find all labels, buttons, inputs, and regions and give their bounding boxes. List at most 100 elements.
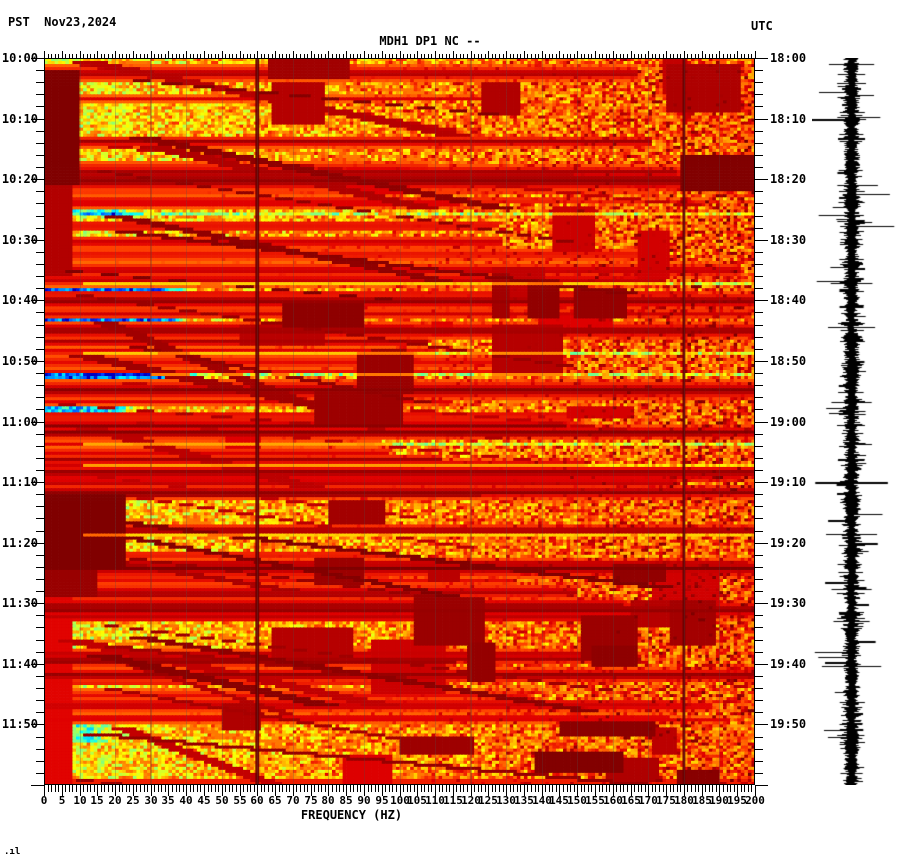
y-axis-tick-right bbox=[755, 543, 768, 544]
x-axis-tick-top bbox=[58, 54, 59, 58]
y-axis-tick-right bbox=[755, 627, 763, 628]
x-axis-tick-top bbox=[488, 51, 489, 58]
y-axis-tick-right bbox=[755, 240, 768, 241]
x-axis-tick-top bbox=[659, 54, 660, 58]
x-axis-tick-top bbox=[581, 54, 582, 58]
x-axis-tick-top bbox=[94, 54, 95, 58]
x-axis-label: 195 bbox=[727, 794, 747, 807]
x-axis-tick-top bbox=[510, 54, 511, 58]
x-axis-tick-top bbox=[254, 54, 255, 58]
y-axis-label-utc: 19:20 bbox=[770, 536, 807, 550]
x-axis-tick-top bbox=[122, 54, 123, 58]
y-axis-tick-right bbox=[755, 761, 763, 762]
y-axis-tick-left bbox=[36, 155, 44, 156]
x-axis-label: 0 bbox=[40, 794, 48, 807]
y-axis-tick-left bbox=[36, 712, 44, 713]
x-axis-tick bbox=[623, 785, 624, 792]
y-axis-tick-left bbox=[36, 579, 44, 580]
y-axis-label-utc: 19:50 bbox=[770, 717, 807, 731]
x-axis-tick-top bbox=[90, 54, 91, 58]
x-axis-tick bbox=[463, 785, 464, 792]
x-axis-tick bbox=[627, 785, 628, 792]
y-axis-tick-left bbox=[31, 300, 44, 301]
x-axis-tick bbox=[567, 785, 568, 792]
y-axis-tick-right bbox=[755, 470, 763, 471]
x-axis-tick bbox=[296, 785, 297, 792]
x-axis-tick bbox=[456, 785, 457, 792]
x-axis-tick-top bbox=[652, 54, 653, 58]
x-axis-tick-top bbox=[410, 54, 411, 58]
x-axis-tick-top bbox=[176, 54, 177, 58]
x-axis-tick-top bbox=[744, 54, 745, 58]
x-axis-tick bbox=[524, 785, 525, 796]
seismogram-trace[interactable] bbox=[812, 58, 898, 785]
x-axis-tick bbox=[172, 785, 173, 792]
y-axis-tick-left bbox=[31, 785, 44, 786]
x-axis-tick bbox=[289, 785, 290, 792]
x-axis-label: 55 bbox=[233, 794, 247, 807]
y-axis-tick-right bbox=[755, 119, 768, 120]
y-axis-tick-right bbox=[755, 724, 768, 725]
x-axis-tick-top bbox=[304, 54, 305, 58]
x-axis-tick bbox=[602, 785, 603, 792]
x-axis-tick bbox=[168, 785, 169, 796]
x-axis-tick bbox=[712, 785, 713, 792]
x-axis-tick bbox=[595, 785, 596, 796]
x-axis-tick-top bbox=[712, 54, 713, 58]
y-axis-tick-right bbox=[755, 640, 763, 641]
x-axis-tick-top bbox=[439, 54, 440, 58]
x-axis-tick-top bbox=[574, 54, 575, 58]
x-axis-tick bbox=[471, 785, 472, 796]
seismogram-canvas[interactable] bbox=[812, 58, 898, 785]
y-axis-tick-right bbox=[755, 155, 763, 156]
x-axis-tick-top bbox=[144, 54, 145, 58]
y-axis-tick-left bbox=[36, 749, 44, 750]
x-axis-label: 30 bbox=[144, 794, 158, 807]
x-axis-tick bbox=[424, 785, 425, 792]
x-axis-tick-top bbox=[104, 54, 105, 58]
x-axis-tick-top bbox=[751, 54, 752, 58]
x-axis-tick bbox=[147, 785, 148, 792]
x-axis-tick bbox=[48, 785, 49, 792]
x-axis-tick-top bbox=[755, 51, 756, 58]
y-axis-tick-left bbox=[36, 737, 44, 738]
x-axis-tick bbox=[527, 785, 528, 792]
x-axis-tick-top bbox=[524, 51, 525, 58]
x-axis-tick-top bbox=[318, 54, 319, 58]
x-axis-tick-top bbox=[474, 54, 475, 58]
x-axis-tick-top bbox=[460, 54, 461, 58]
x-axis-tick bbox=[744, 785, 745, 792]
spectrogram-image[interactable] bbox=[44, 58, 755, 785]
x-axis-tick bbox=[446, 785, 447, 792]
y-axis-tick-right bbox=[755, 228, 763, 229]
x-axis-tick bbox=[165, 785, 166, 792]
x-axis-tick-top bbox=[218, 54, 219, 58]
x-axis-tick-top bbox=[400, 51, 401, 58]
y-axis-tick-right bbox=[755, 773, 763, 774]
y-axis-tick-right bbox=[755, 482, 768, 483]
spectrogram-canvas[interactable] bbox=[44, 58, 755, 785]
x-axis-tick-top bbox=[257, 51, 258, 58]
x-axis-tick bbox=[193, 785, 194, 792]
x-axis-tick-top bbox=[112, 54, 113, 58]
x-axis-tick-top bbox=[115, 51, 116, 58]
x-axis-tick bbox=[673, 785, 674, 792]
x-axis-tick bbox=[574, 785, 575, 792]
x-axis-tick bbox=[76, 785, 77, 792]
x-axis-tick-top bbox=[240, 51, 241, 58]
x-axis-tick-top bbox=[645, 54, 646, 58]
x-axis-label: 125 bbox=[478, 794, 498, 807]
x-axis-tick bbox=[449, 785, 450, 792]
x-axis-tick bbox=[517, 785, 518, 792]
spectrogram-plot[interactable]: 0 5 10 15 20 25 30 35 40 45 50 55 60 65 70 75 80 85 90 95 10… bbox=[2, 51, 806, 807]
y-axis-tick-right bbox=[755, 700, 763, 701]
x-axis-tick bbox=[542, 785, 543, 796]
x-axis-tick-top bbox=[631, 51, 632, 58]
x-axis-tick-top bbox=[481, 54, 482, 58]
x-axis-tick bbox=[190, 785, 191, 792]
y-axis-label-utc: 19:40 bbox=[770, 657, 807, 671]
x-axis-tick bbox=[396, 785, 397, 792]
y-axis-tick-left bbox=[36, 761, 44, 762]
y-axis-tick-right bbox=[755, 409, 763, 410]
x-axis-tick-top bbox=[268, 54, 269, 58]
